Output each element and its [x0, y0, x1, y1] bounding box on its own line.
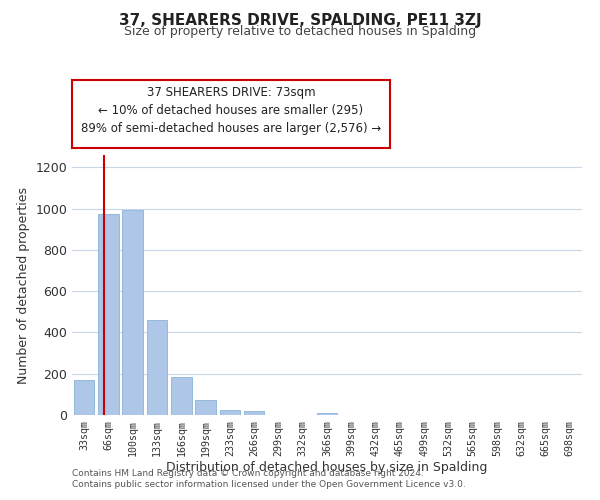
Text: Contains public sector information licensed under the Open Government Licence v3: Contains public sector information licen…: [72, 480, 466, 489]
Text: Contains HM Land Registry data © Crown copyright and database right 2024.: Contains HM Land Registry data © Crown c…: [72, 468, 424, 477]
Text: Size of property relative to detached houses in Spalding: Size of property relative to detached ho…: [124, 25, 476, 38]
Bar: [122, 210, 143, 415]
Text: 37 SHEARERS DRIVE: 73sqm
← 10% of detached houses are smaller (295)
89% of semi-: 37 SHEARERS DRIVE: 73sqm ← 10% of detach…: [81, 86, 381, 135]
Bar: [220, 410, 240, 415]
Bar: [244, 412, 265, 415]
Bar: [195, 400, 216, 415]
Bar: [317, 412, 337, 415]
X-axis label: Distribution of detached houses by size in Spalding: Distribution of detached houses by size …: [166, 462, 488, 474]
Bar: [98, 214, 119, 415]
Bar: [146, 320, 167, 415]
Bar: [171, 377, 191, 415]
Y-axis label: Number of detached properties: Number of detached properties: [17, 186, 30, 384]
Text: 37, SHEARERS DRIVE, SPALDING, PE11 3ZJ: 37, SHEARERS DRIVE, SPALDING, PE11 3ZJ: [119, 12, 481, 28]
Bar: [74, 380, 94, 415]
